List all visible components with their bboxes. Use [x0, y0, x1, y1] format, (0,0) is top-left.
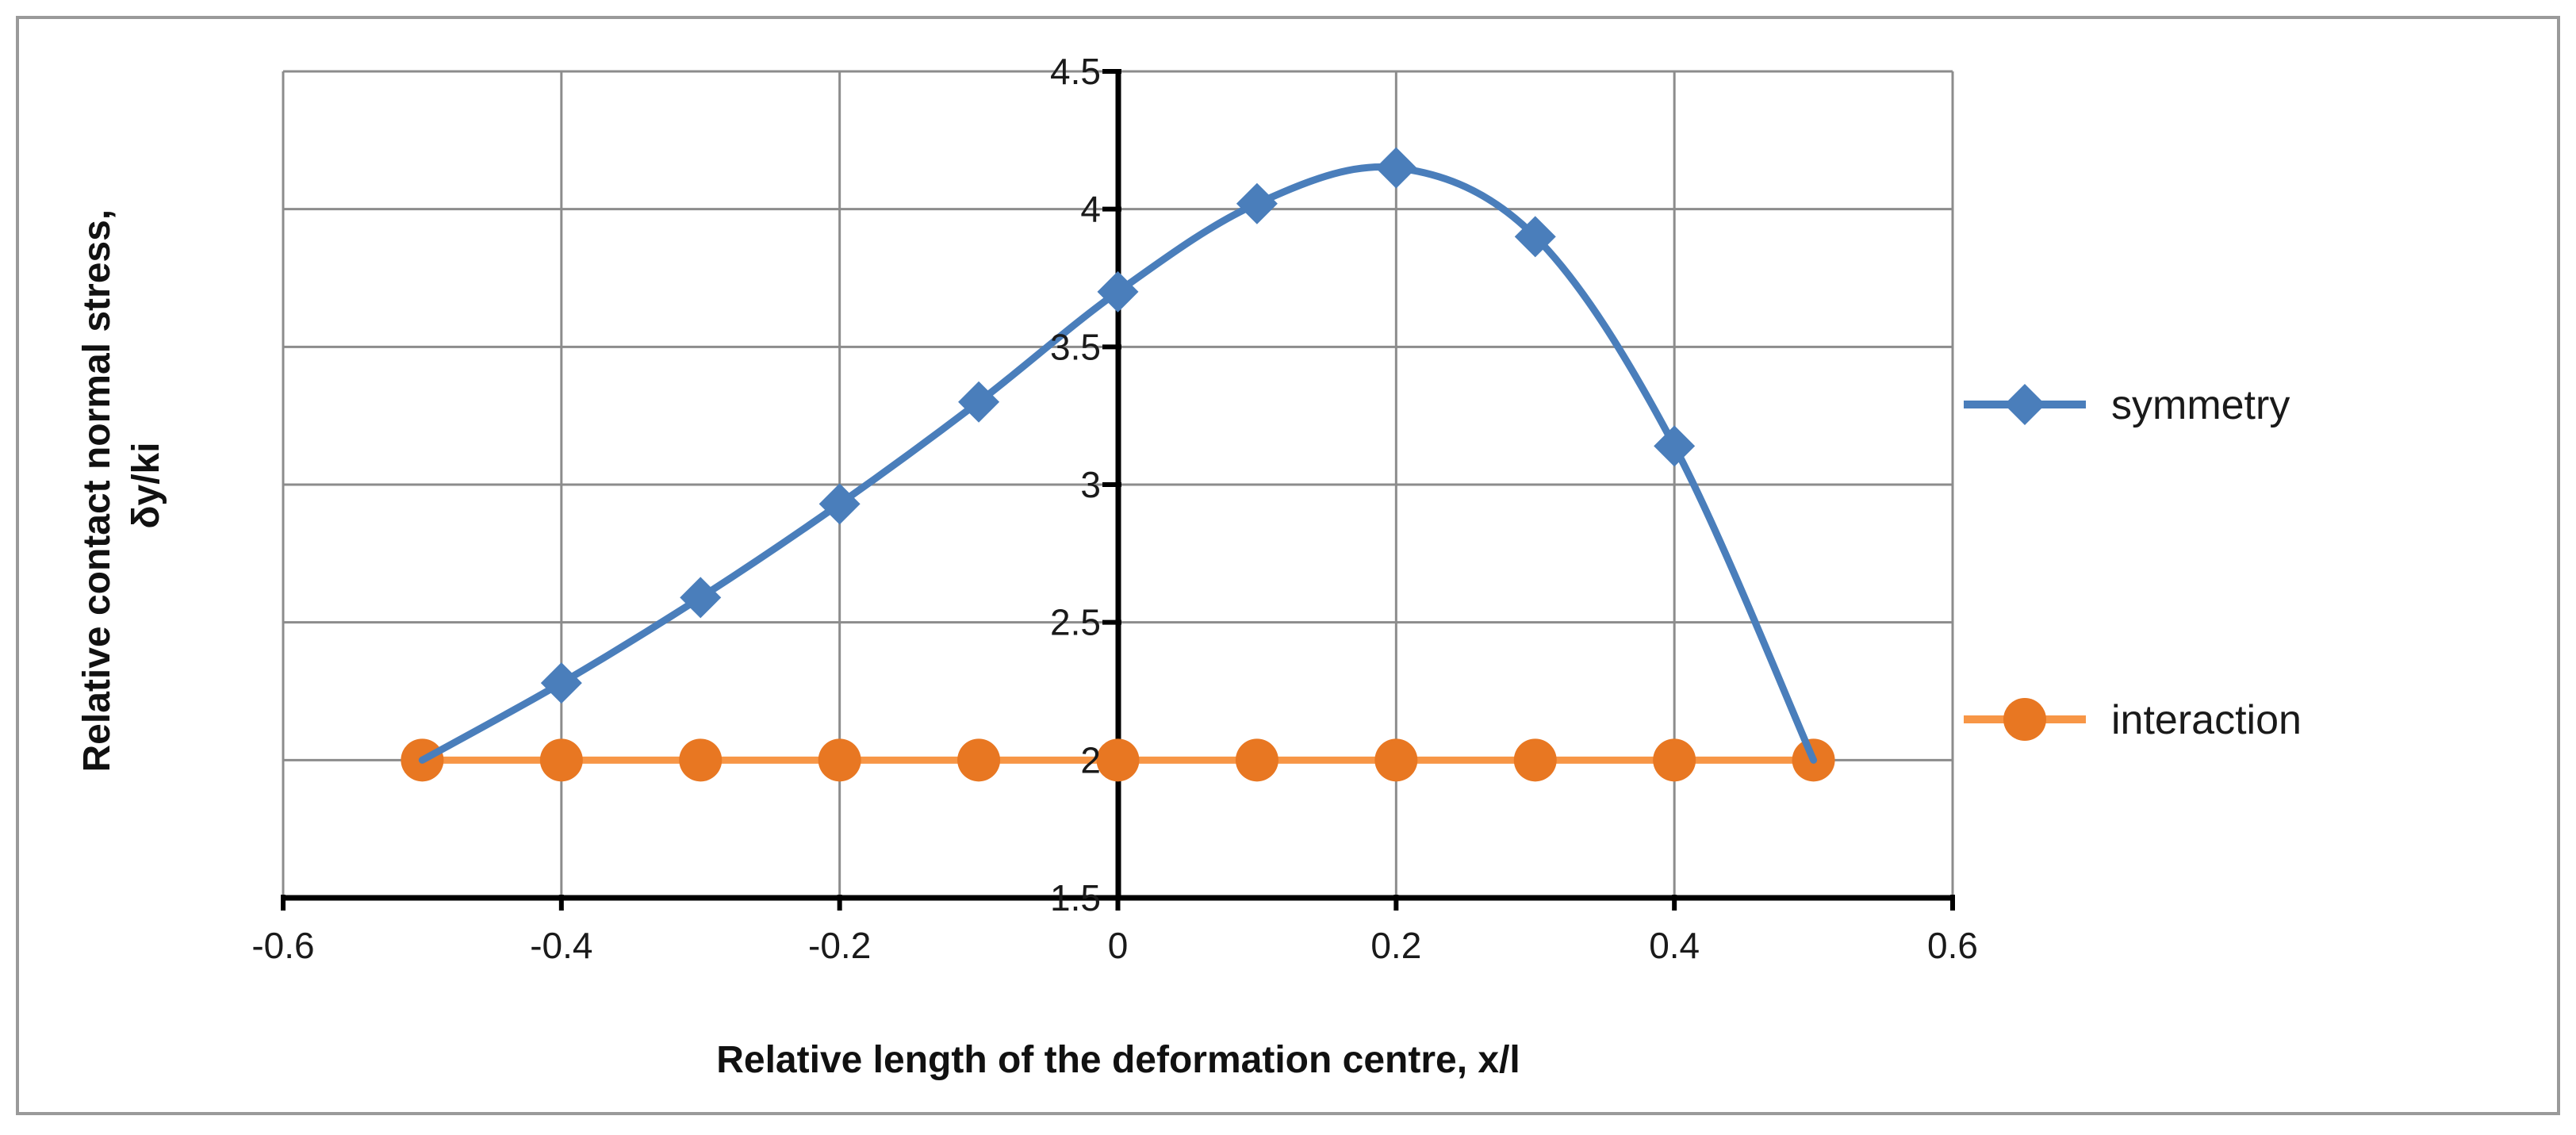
- diamond-marker: [818, 483, 861, 525]
- series-line-symmetry: [418, 163, 1818, 764]
- circle-marker: [1653, 738, 1696, 782]
- y-tick-label: 4.5: [1050, 51, 1101, 92]
- x-tick-label: -0.4: [530, 925, 592, 966]
- circle-marker: [1513, 738, 1557, 782]
- x-tick-label: -0.6: [251, 925, 314, 966]
- circle-marker: [539, 738, 583, 782]
- legend: symmetry interaction: [1964, 382, 2302, 743]
- x-tick-label: 0: [1108, 925, 1129, 966]
- legend-entry-symmetry: symmetry: [1964, 382, 2290, 428]
- y-tick-label: 1.5: [1050, 877, 1101, 918]
- x-tick-label: 0.6: [1927, 925, 1978, 966]
- legend-label: interaction: [2111, 697, 2302, 743]
- y-tick-label: 2: [1080, 739, 1101, 780]
- circle-marker: [1374, 738, 1418, 782]
- diamond-marker: [958, 381, 1000, 423]
- y-axis-title-line-2: δy/ki: [125, 442, 167, 528]
- x-axis-title: Relative length of the deformation centr…: [716, 1039, 1520, 1081]
- y-axis-title-line-1: Relative contact normal stress,: [76, 209, 118, 773]
- diamond-marker: [2004, 384, 2045, 425]
- diamond-marker: [540, 662, 582, 704]
- diamond-marker: [1654, 425, 1696, 467]
- x-tick-label: -0.2: [808, 925, 871, 966]
- legend-label: symmetry: [2111, 382, 2290, 428]
- y-tick-label: 4: [1080, 189, 1101, 230]
- y-tick-label: 3: [1080, 464, 1101, 505]
- x-tick-label: 0.2: [1370, 925, 1421, 966]
- circle-marker: [818, 738, 861, 782]
- series-symmetry: [418, 147, 1818, 764]
- chart-frame: [16, 16, 2560, 1115]
- series-group: [401, 147, 1835, 782]
- x-tick-label: 0.4: [1649, 925, 1700, 966]
- diamond-marker: [680, 577, 722, 619]
- y-axis-title: Relative contact normal stress, δy/ki: [76, 199, 167, 773]
- legend-entry-interaction: interaction: [1964, 697, 2302, 743]
- circle-marker: [679, 738, 723, 782]
- circle-marker: [2003, 698, 2046, 741]
- y-tick-label: 3.5: [1050, 326, 1101, 367]
- circle-marker: [1235, 738, 1278, 782]
- circle-marker: [1096, 738, 1140, 782]
- diamond-marker: [1236, 182, 1278, 224]
- circle-marker: [957, 738, 1001, 782]
- tick-labels: -0.6 -0.4 -0.2 0 0.2 0.4 0.6 1.5 2 2.5 3 3.5 4 4.5: [251, 51, 1978, 966]
- diamond-marker: [1514, 216, 1556, 258]
- y-tick-label: 2.5: [1050, 602, 1101, 643]
- series-interaction: [401, 738, 1835, 782]
- diamond-marker: [1375, 147, 1417, 189]
- diamond-marker: [1097, 270, 1139, 313]
